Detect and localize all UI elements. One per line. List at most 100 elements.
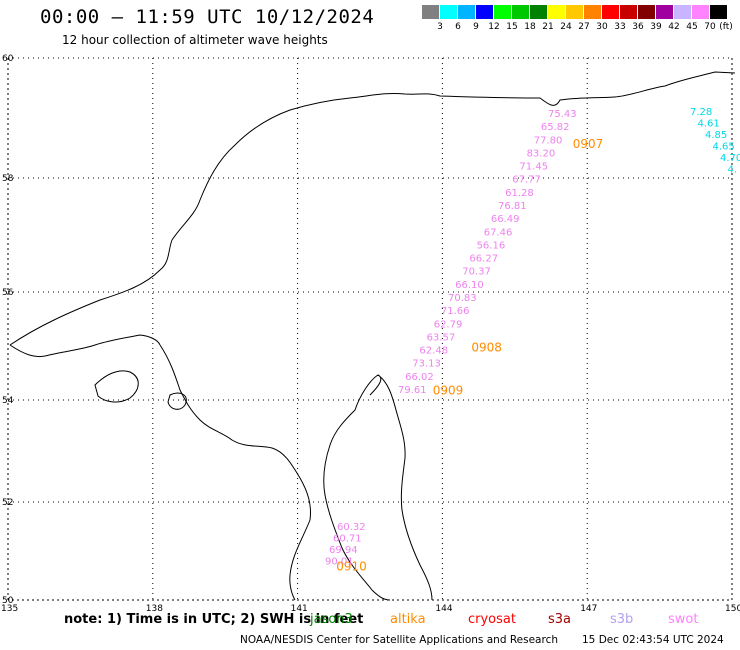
legend-tick-label: 3	[437, 22, 443, 32]
legend-swatch	[602, 5, 619, 19]
lat-label: 50	[2, 596, 14, 606]
legend-tick-label: 42	[668, 22, 680, 32]
legend-swatch	[584, 5, 601, 19]
legend-swatch	[656, 5, 673, 19]
legend-swatch	[494, 5, 511, 19]
satellite-name: jason3	[310, 612, 353, 627]
footer-credit: NOAA/NESDIS Center for Satellite Applica…	[240, 634, 558, 646]
track-swh-value: 76.81	[498, 201, 527, 212]
track-swh-value: 71.45	[519, 162, 548, 173]
east-track-swh-value: 4.70	[720, 153, 740, 164]
legend-swatch	[476, 5, 493, 19]
satellite-name: cryosat	[468, 612, 516, 627]
lat-label: 52	[2, 498, 13, 508]
lat-label: 54	[2, 396, 14, 406]
sakhalin-island	[323, 374, 433, 601]
legend-swatch	[674, 5, 691, 19]
track-swh-value: 79.61	[398, 385, 427, 396]
track-swh-value: 66.49	[491, 214, 520, 225]
track-swh-value: 71.66	[441, 306, 470, 317]
east-track-swh-value: 4.65	[713, 142, 735, 153]
track-swh-value: 65.82	[541, 122, 570, 133]
legend-tick-label: 39	[650, 22, 662, 32]
lon-label: 141	[291, 604, 308, 614]
track-swh-value: 90.01	[325, 557, 354, 568]
legend-tick-label: 6	[455, 22, 461, 32]
track-swh-value: 66.02	[405, 372, 434, 383]
track-swh-value: 66.27	[469, 254, 498, 265]
track-swh-value: 77.80	[534, 135, 563, 146]
lon-label: 144	[435, 604, 452, 614]
track-swh-value: 60.71	[333, 534, 362, 545]
altimeter-tracks: 75.43 65.82 77.80 83.20 71.45 67.77 61.28 76.81…	[325, 107, 740, 568]
legend-unit: (ft)	[719, 22, 733, 32]
okhotsk-west-coast	[9, 334, 161, 358]
track-swh-value: 83.20	[527, 148, 556, 159]
sakhalin-north-shore	[94, 370, 139, 403]
satellite-name: s3a	[548, 612, 572, 627]
legend-tick-label: 70	[704, 22, 716, 32]
legend-swatch	[710, 5, 727, 19]
satellite-name: s3b	[610, 612, 634, 627]
track-swh-value: 75.43	[548, 109, 577, 120]
pass-time-label: 0909	[433, 384, 464, 398]
track-swh-value: 62.79	[434, 319, 463, 330]
tatar-strait-west	[289, 519, 311, 601]
map-frame	[7, 57, 733, 601]
shantar-island	[167, 392, 187, 410]
track-swh-value: 67.46	[484, 227, 513, 238]
page-subtitle: 12 hour collection of altimeter wave hei…	[62, 33, 328, 47]
legend-swatch	[440, 5, 457, 19]
track-swh-value: 60.32	[337, 522, 366, 533]
legend-swatch	[638, 5, 655, 19]
east-track-swh-value: 4.	[728, 165, 738, 176]
legend-tick-label: 15	[506, 22, 518, 32]
pass-time-label: 0908	[471, 340, 502, 354]
track-swh-value: 70.83	[448, 293, 477, 304]
lat-lon-grid	[7, 57, 733, 601]
amur-shore	[159, 344, 311, 521]
legend-swatch	[620, 5, 637, 19]
track-swh-value: 66.10	[455, 280, 484, 291]
legend-swatch	[512, 5, 529, 19]
legend-tick-label: 24	[560, 22, 572, 32]
legend-tick-label: 45	[686, 22, 698, 32]
page-title: 00:00 – 11:59 UTC 10/12/2024	[40, 6, 375, 28]
satellite-name: altika	[390, 612, 426, 627]
legend-swatch	[422, 5, 439, 19]
legend-tick-label: 21	[542, 22, 554, 32]
map-note: note: 1) Time is in UTC; 2) SWH is in fe…	[64, 612, 364, 627]
lat-label: 56	[2, 288, 14, 298]
legend-tick-label: 12	[488, 22, 500, 32]
lat-label: 60	[2, 54, 14, 64]
pass-time-labels: 0907 0908 0909 0910	[336, 137, 603, 574]
lat-label: 58	[2, 174, 14, 184]
lon-label: 138	[146, 604, 163, 614]
lon-label: 135	[1, 604, 18, 614]
legend-swatch	[548, 5, 565, 19]
east-track-swh-value: 4.85	[705, 130, 727, 141]
satellite-name: swot	[668, 612, 699, 627]
legend-tick-label: 9	[473, 22, 479, 32]
track-swh-value: 69.94	[329, 545, 358, 556]
footer-timestamp: 15 Dec 02:43:54 UTC 2024	[582, 634, 724, 646]
lon-label: 147	[580, 604, 597, 614]
legend-tick-label: 18	[524, 22, 536, 32]
track-swh-value: 67.77	[512, 175, 541, 186]
legend-swatch	[566, 5, 583, 19]
lon-label: 150	[725, 604, 740, 614]
east-track-swh-value: 7.28	[690, 107, 712, 118]
track-swh-value: 63.57	[427, 332, 456, 343]
track-swh-value: 61.28	[505, 188, 534, 199]
legend-swatch	[458, 5, 475, 19]
track-swh-value: 62.48	[419, 346, 448, 357]
track-swh-value: 56.16	[477, 240, 506, 251]
track-swh-value: 73.13	[412, 359, 441, 370]
legend-tick-label: 36	[632, 22, 644, 32]
legend-tick-label: 27	[578, 22, 590, 32]
legend-tick-label: 33	[614, 22, 626, 32]
legend-swatch	[692, 5, 709, 19]
